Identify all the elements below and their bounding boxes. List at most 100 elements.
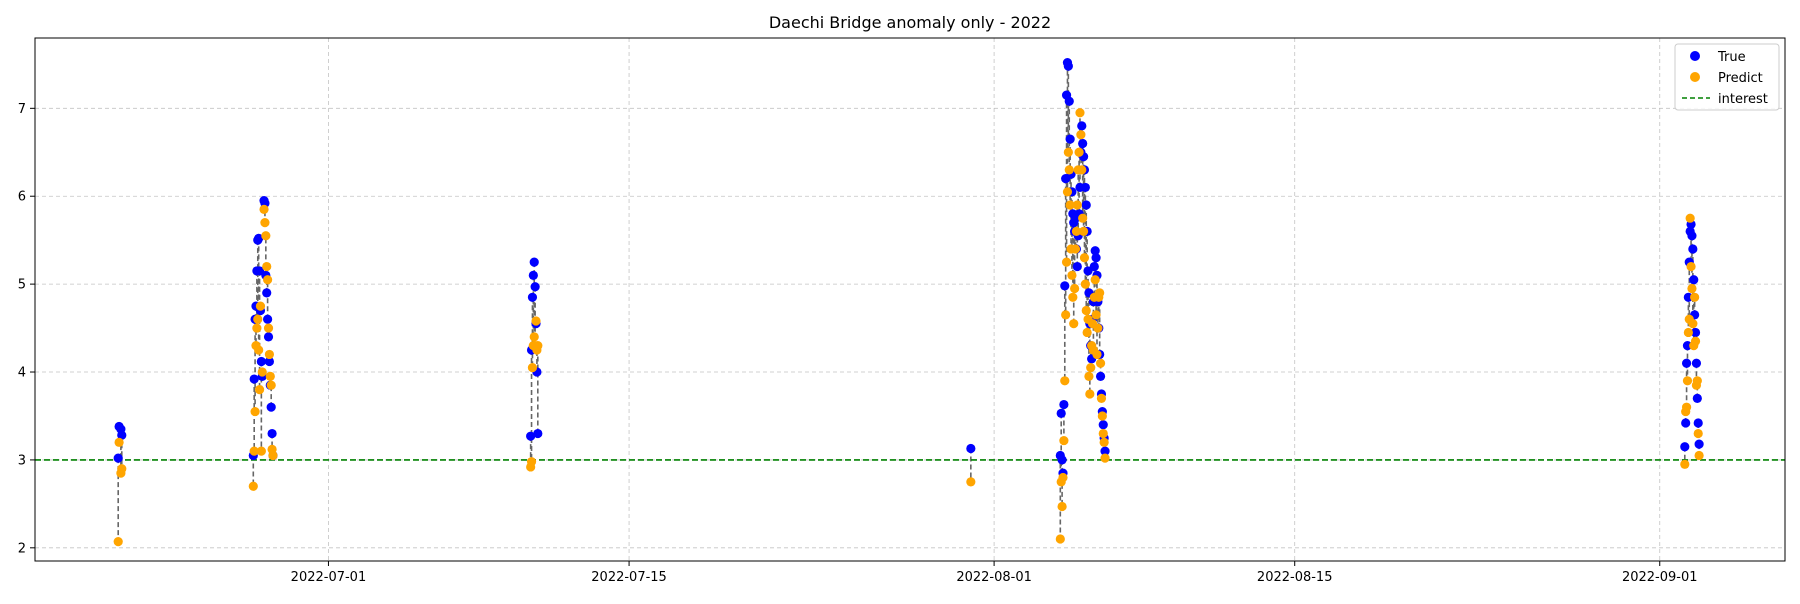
y-tick-label: 4 [18, 366, 26, 381]
predict-point [1068, 292, 1078, 302]
predict-point [263, 323, 274, 333]
predict-point [1065, 200, 1075, 210]
true-point [1063, 61, 1073, 71]
predict-point [253, 314, 263, 324]
predict-point [1098, 428, 1108, 439]
predict-point [114, 437, 124, 447]
predict-point [1084, 371, 1094, 382]
true-point [1065, 134, 1075, 144]
true-point [1090, 246, 1100, 256]
chart-title: Daechi Bridge anomaly only - 2022 [769, 13, 1051, 32]
predict-point [1076, 130, 1086, 140]
predict-point [255, 301, 266, 311]
predict-point [1078, 213, 1088, 223]
predict-point [1688, 319, 1698, 329]
predict-point [268, 450, 278, 461]
y-tick-label: 3 [18, 453, 26, 468]
predict-point [1081, 305, 1091, 316]
true-point [1072, 261, 1082, 272]
predict-point [1057, 501, 1067, 512]
predict-point [526, 457, 537, 467]
predict-point [256, 446, 266, 456]
y-tick-label: 6 [18, 190, 26, 205]
predict-point [1100, 453, 1110, 463]
legend: True Predict interest [1674, 43, 1780, 111]
true-point [1689, 275, 1699, 285]
true-point [1692, 393, 1702, 403]
true-point [1681, 418, 1691, 428]
true-point [1688, 244, 1698, 254]
predict-point [1055, 534, 1065, 544]
predict-point [1074, 147, 1084, 157]
predict-point [1685, 213, 1695, 223]
true-point [1077, 121, 1087, 131]
predict-point [1095, 288, 1105, 298]
predict-point [260, 217, 270, 228]
true-point [1056, 408, 1066, 418]
predict-point [1096, 393, 1107, 403]
predict-point [1080, 279, 1090, 289]
predict-point [529, 332, 539, 342]
true-point [262, 288, 272, 298]
predict-point [248, 481, 258, 491]
predict-point [262, 261, 272, 272]
true-point [1059, 399, 1069, 410]
true-point [263, 332, 274, 342]
predict-point [1097, 411, 1107, 421]
true-point [1095, 371, 1106, 382]
predict-point [1072, 200, 1082, 210]
predict-point [254, 345, 264, 355]
predict-point [1061, 310, 1071, 320]
predict-point [531, 316, 541, 326]
true-point [1078, 138, 1088, 149]
predict-point [1093, 323, 1103, 333]
true-series [113, 58, 1704, 478]
true-point [529, 257, 539, 267]
predict-point [1686, 261, 1696, 272]
x-tick-label: 2022-07-01 [291, 570, 367, 585]
predict-point [250, 406, 260, 417]
predict-point [1683, 327, 1693, 338]
plot-frame [34, 37, 1786, 562]
true-point [267, 428, 277, 439]
legend-interest-label: interest [1718, 92, 1768, 107]
true-point [263, 314, 273, 324]
true-point [1081, 200, 1091, 210]
y-tick-label: 2 [18, 541, 26, 556]
true-point [1694, 439, 1704, 449]
true-point [254, 233, 264, 244]
true-point [526, 431, 536, 441]
true-point [264, 356, 275, 367]
predict-series [113, 108, 1704, 547]
predict-point [1687, 283, 1697, 294]
predict-point [1690, 336, 1701, 346]
predict-point [1090, 275, 1100, 285]
predict-point [1063, 147, 1073, 157]
predict-point [1077, 165, 1087, 175]
x-tick-label: 2022-09-01 [1622, 570, 1698, 585]
predict-point [117, 464, 127, 474]
true-point [966, 443, 976, 454]
x-tick-label: 2022-07-15 [591, 570, 667, 585]
legend-predict-marker [1690, 72, 1700, 82]
predict-point [1680, 459, 1690, 469]
legend-predict-label: Predict [1718, 71, 1763, 86]
predict-point [113, 537, 123, 547]
predict-point [527, 363, 538, 373]
y-tick-label: 7 [18, 102, 26, 117]
predict-point [1693, 428, 1703, 439]
predict-point [252, 323, 262, 333]
grid [35, 38, 1785, 561]
predict-point [1070, 244, 1081, 254]
predict-point [533, 341, 543, 351]
predict-point [249, 446, 259, 456]
true-point [113, 453, 123, 463]
predict-point [1091, 310, 1101, 320]
legend-true-label: True [1717, 50, 1746, 65]
predict-point [266, 380, 276, 390]
predict-point [254, 384, 265, 395]
true-point [1690, 327, 1701, 338]
true-point [530, 282, 540, 292]
